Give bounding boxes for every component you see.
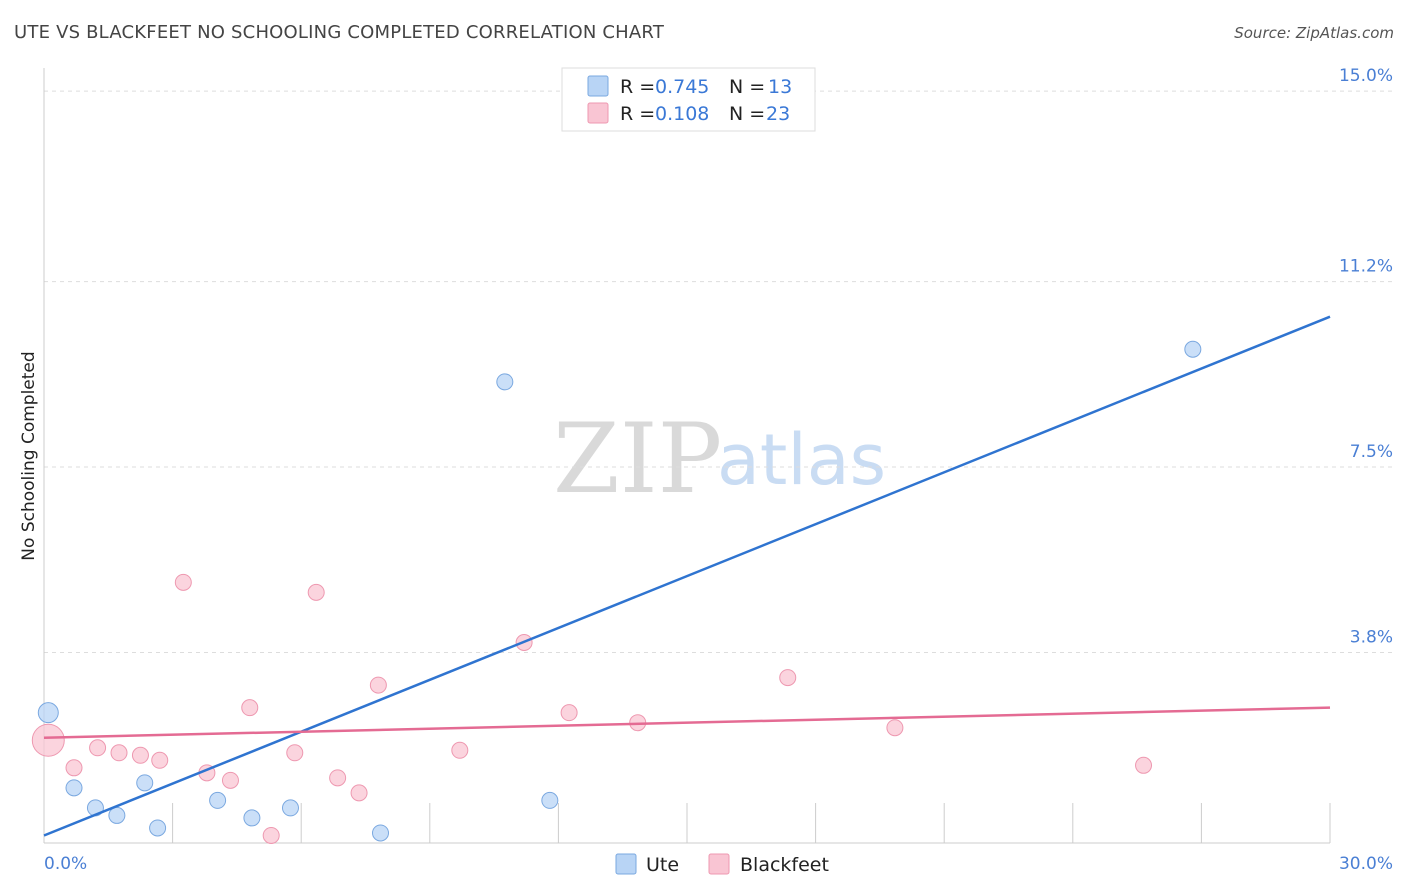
grid [44, 90, 1392, 654]
y-axis-tick-labels: 3.8% 7.5% 11.2% 15.0% [1339, 66, 1393, 647]
ute-point-3 [108, 806, 126, 824]
y-tick-label-7-5: 7.5% [1350, 442, 1393, 462]
series-legend-ute-swatch [615, 853, 637, 875]
series-legend: Ute Blackfeet [615, 853, 829, 876]
legend-blackfeet-r-value: 0.108 [655, 103, 709, 125]
blackfeet-point-8 [221, 771, 239, 789]
correlation-legend: R = 0.745 N = 13 R = 0.108 N = 23 [561, 67, 816, 132]
legend-ute-n-value: 13 [768, 76, 792, 98]
y-tick-label-3-8: 3.8% [1350, 628, 1393, 648]
blackfeet-point-4 [131, 746, 149, 764]
blackfeet-point-1 [65, 759, 83, 777]
y-axis-title: No Schooling Completed [19, 351, 39, 560]
blackfeet-point-22 [1135, 756, 1153, 774]
legend-ute-r-label: R = [620, 76, 655, 98]
legend-blackfeet-r-label: R = [620, 103, 655, 125]
legend-blackfeet-swatch [587, 102, 609, 124]
x-tick-label-max: 30.0% [1339, 854, 1393, 874]
ute-point-0 [37, 702, 59, 724]
legend-blackfeet-n-value: 23 [766, 103, 790, 125]
ute-points [37, 340, 1202, 842]
watermark: ZIP atlas [553, 403, 886, 515]
watermark-atlas: atlas [717, 419, 886, 501]
ute-point-12 [1184, 340, 1202, 358]
series-legend-ute-label: Ute [646, 854, 679, 876]
blackfeet-point-16 [451, 741, 469, 759]
blackfeet-point-9 [241, 699, 259, 717]
source-label: Source: ZipAtlas.com [1234, 24, 1394, 42]
y-tick-label-11-2: 11.2% [1339, 257, 1393, 277]
series-legend-blackfeet-swatch [708, 853, 730, 875]
blackfeet-point-12 [307, 583, 325, 601]
ute-trend-line [43, 315, 1331, 837]
blackfeet-point-14 [350, 784, 368, 802]
blackfeet-point-3 [110, 744, 128, 762]
blackfeet-point-18 [560, 704, 578, 722]
blackfeet-point-11 [286, 744, 304, 762]
blackfeet-point-21 [886, 719, 904, 737]
blackfeet-trend-line [43, 706, 1331, 739]
ute-point-10 [496, 373, 514, 391]
x-axis-ticks [172, 803, 1331, 843]
ute-point-11 [541, 791, 559, 809]
watermark-zip: ZIP [553, 403, 722, 515]
blackfeet-point-5 [151, 751, 169, 769]
chart-title: UTE VS BLACKFEET NO SCHOOLING COMPLETED … [14, 22, 665, 43]
ute-point-9 [372, 824, 390, 842]
legend-blackfeet-n-label: N = [729, 103, 765, 125]
legend-ute-n-label: N = [729, 76, 765, 98]
legend-ute-r-value: 0.745 [655, 76, 709, 98]
blackfeet-point-13 [329, 769, 347, 787]
blackfeet-point-15 [369, 676, 387, 694]
blackfeet-point-2 [89, 739, 107, 757]
legend-ute-swatch [587, 75, 609, 97]
blackfeet-point-0 [31, 723, 65, 757]
ute-point-6 [209, 791, 227, 809]
blackfeet-point-10 [262, 826, 280, 844]
ute-point-8 [281, 799, 299, 817]
ute-point-5 [149, 819, 167, 837]
blackfeet-points [31, 573, 1153, 844]
ute-point-7 [243, 809, 261, 827]
blackfeet-point-20 [779, 669, 797, 687]
y-tick-label-15-0: 15.0% [1339, 66, 1393, 86]
x-tick-label-min: 0.0% [44, 854, 87, 874]
ute-point-1 [65, 779, 83, 797]
blackfeet-point-6 [174, 573, 192, 591]
ute-point-4 [136, 774, 154, 792]
series-legend-blackfeet-label: Blackfeet [740, 854, 829, 876]
